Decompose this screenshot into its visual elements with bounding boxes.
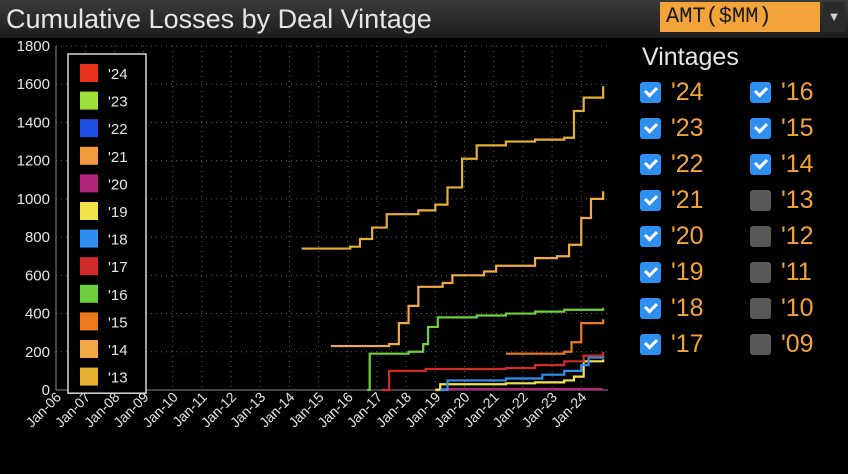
vintage-label: '09 <box>781 330 814 358</box>
chart-area: 020040060080010001200140016001800Jan-06J… <box>17 38 608 430</box>
legend-label: '20 <box>108 176 128 193</box>
vintage-checkbox-10[interactable]: '10 <box>750 292 814 324</box>
vintage-label: '15 <box>781 114 814 142</box>
y-tick-label: 200 <box>25 344 50 361</box>
checkbox-unchecked-icon[interactable] <box>750 225 771 247</box>
vintages-heading: Vintages <box>642 43 739 71</box>
checkbox-checked-icon[interactable] <box>750 153 771 175</box>
y-tick-label: 1400 <box>17 114 50 131</box>
checkbox-checked-icon[interactable] <box>640 297 661 319</box>
checkbox-checked-icon[interactable] <box>640 333 661 355</box>
vintage-checkbox-09[interactable]: '09 <box>750 328 814 360</box>
vintage-label: '21 <box>671 186 704 214</box>
vintage-label: '13 <box>781 186 814 214</box>
checkbox-checked-icon[interactable] <box>640 189 661 211</box>
vintage-checkbox-21[interactable]: '21 <box>640 184 704 216</box>
legend-swatch <box>80 367 98 386</box>
vintage-checkbox-11[interactable]: '11 <box>750 256 812 288</box>
legend-swatch <box>80 64 98 82</box>
legend-label: '14 <box>108 342 128 359</box>
legend-label: '21 <box>108 149 128 166</box>
legend-swatch <box>80 119 98 138</box>
legend-label: '24 <box>108 66 128 83</box>
legend-label: '22 <box>108 121 128 138</box>
checkbox-unchecked-icon[interactable] <box>750 297 771 319</box>
chart-title: Cumulative Losses by Deal Vintage <box>6 4 432 34</box>
vintage-label: '16 <box>781 78 814 106</box>
y-tick-label: 1200 <box>17 153 50 170</box>
checkbox-unchecked-icon[interactable] <box>750 261 771 283</box>
legend-swatch <box>80 312 98 331</box>
legend-swatch <box>80 257 98 276</box>
legend-label: '16 <box>108 287 128 304</box>
series-line-18 <box>440 355 605 392</box>
vintage-label: '10 <box>781 294 814 322</box>
vintage-label: '18 <box>671 294 704 322</box>
legend-swatch <box>80 340 98 358</box>
legend-label: '13 <box>108 370 128 387</box>
vintage-checkbox-18[interactable]: '18 <box>640 292 704 324</box>
series-line-13 <box>301 86 605 250</box>
vintage-checkbox-17[interactable]: '17 <box>640 328 704 360</box>
vintage-checkbox-16[interactable]: '16 <box>750 76 814 108</box>
vintage-label: '22 <box>671 150 704 178</box>
vintage-label: '24 <box>671 78 704 106</box>
checkbox-checked-icon[interactable] <box>750 81 771 103</box>
checkbox-unchecked-icon[interactable] <box>750 333 771 355</box>
y-tick-label: 400 <box>25 306 50 323</box>
legend-swatch <box>80 202 98 220</box>
y-tick-label: 0 <box>42 382 50 399</box>
vintage-checkbox-23[interactable]: '23 <box>640 112 704 144</box>
checkbox-checked-icon[interactable] <box>640 153 661 175</box>
y-tick-label: 600 <box>25 267 50 284</box>
checkbox-checked-icon[interactable] <box>640 81 661 103</box>
unit-select[interactable]: AMT($MM) <box>660 2 820 32</box>
legend-swatch <box>80 174 98 193</box>
legend-box <box>67 53 147 394</box>
vintage-checkbox-12[interactable]: '12 <box>750 220 814 252</box>
y-tick-label: 1000 <box>17 191 50 208</box>
legend-swatch <box>80 284 98 303</box>
vintage-checkbox-15[interactable]: '15 <box>750 112 814 144</box>
vintage-checkbox-14[interactable]: '14 <box>750 148 814 180</box>
vintage-label: '11 <box>781 258 812 286</box>
title-bar: Cumulative Losses by Deal Vintage AMT($M… <box>0 0 848 38</box>
legend-label: '18 <box>108 232 128 249</box>
vintage-label: '19 <box>671 258 704 286</box>
y-tick-label: 1600 <box>17 76 50 93</box>
vintage-checkbox-20[interactable]: '20 <box>640 220 704 252</box>
series-line-19 <box>435 359 605 392</box>
series-line-16 <box>367 307 605 392</box>
checkbox-unchecked-icon[interactable] <box>750 189 771 211</box>
y-tick-label: 1800 <box>17 38 50 55</box>
vintage-label: '12 <box>781 222 814 250</box>
chevron-down-icon[interactable]: ▼ <box>823 2 845 32</box>
vintage-checkbox-13[interactable]: '13 <box>750 184 814 216</box>
vintage-label: '14 <box>781 150 814 178</box>
legend-swatch <box>80 146 98 165</box>
legend-label: '15 <box>108 314 128 331</box>
vintage-checkbox-22[interactable]: '22 <box>640 148 704 180</box>
vintage-label: '17 <box>671 330 704 358</box>
checkbox-checked-icon[interactable] <box>640 261 661 283</box>
legend-label: '19 <box>108 204 128 221</box>
y-tick-label: 800 <box>25 229 50 246</box>
series-lines <box>301 86 605 392</box>
vintage-label: '20 <box>671 222 704 250</box>
checkbox-checked-icon[interactable] <box>750 117 771 139</box>
vintage-label: '23 <box>671 114 704 142</box>
legend: '24 '23 '22 '21 '20 '19 '18 '17 '16 '15 '14 '13 <box>67 53 147 394</box>
checkbox-checked-icon[interactable] <box>640 117 661 139</box>
series-line-14 <box>330 191 605 348</box>
legend-label: '23 <box>108 94 128 111</box>
series-line-15 <box>505 319 605 355</box>
legend-label: '17 <box>108 259 128 276</box>
vintage-checkbox-19[interactable]: '19 <box>640 256 704 288</box>
checkbox-checked-icon[interactable] <box>640 225 661 247</box>
series-line-17 <box>381 351 605 392</box>
legend-swatch <box>80 91 98 110</box>
vintage-checkbox-24[interactable]: '24 <box>640 76 704 108</box>
legend-swatch <box>80 229 98 248</box>
